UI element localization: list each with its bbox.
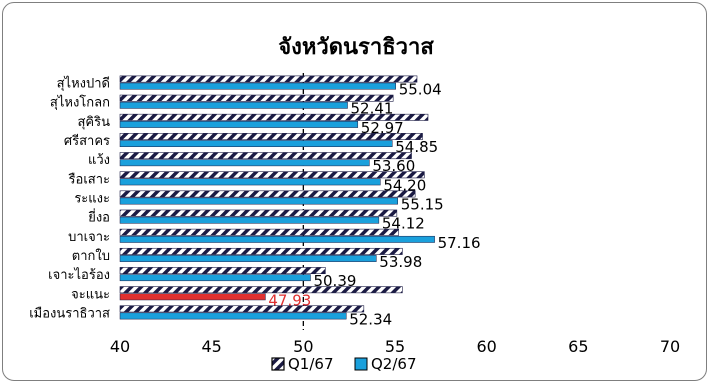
legend-swatch-q2 [354,357,368,371]
category-label: สุไหงโกลก [50,95,110,111]
bar-q2 [119,293,266,301]
bar-q1 [119,286,403,294]
data-label: 52.34 [349,310,392,328]
legend-label-q1: Q1/67 [288,355,334,373]
bar-q2 [119,178,381,186]
bar-q1 [119,190,416,198]
legend-swatch-q1 [271,357,285,371]
category-label: สุไหงปาดี [57,76,110,92]
data-label: 54.85 [395,138,438,156]
x-tick-label: 70 [660,337,680,356]
category-label: ตากใบ [72,248,110,264]
data-label: 54.12 [382,215,425,233]
x-tick-label: 55 [385,337,405,356]
legend-label-q2: Q2/67 [371,355,417,373]
bar-q2 [119,140,393,147]
category-label: เมืองนราธิวาส [29,305,110,321]
x-tick-label: 50 [293,337,313,356]
bar-q2 [119,121,359,128]
bar-q1 [119,171,425,179]
bar-q1 [119,94,394,102]
bar-q1 [119,133,423,140]
bar-q2 [119,235,435,243]
bar-q2 [119,197,398,205]
chart-title: จังหวัดนราธิวาส [278,35,434,60]
bar-q1 [119,209,398,217]
category-label: สุคิริน [78,115,111,130]
category-label: รือเสาะ [68,171,110,187]
category-label: แว้ง [88,153,110,168]
data-label: 53.98 [379,253,422,271]
x-tick-label: 65 [568,337,588,356]
category-label: บาเจาะ [68,230,110,245]
bar-q2 [119,274,311,282]
bar-q1 [119,267,326,275]
x-tick-label: 40 [110,337,130,356]
bar-q2 [119,216,380,224]
bar-q1 [119,113,429,121]
bar-q2 [119,255,377,262]
data-label: 55.04 [399,81,442,99]
category-label: ศรีสาคร [64,133,110,149]
bar-q2 [119,159,370,167]
bar-q2 [119,312,347,320]
data-label: 52.97 [361,119,404,137]
x-tick-label: 45 [201,337,221,356]
bar-q1 [119,305,365,313]
category-label: ระแงะ [74,192,110,207]
data-label: 54.20 [383,176,426,194]
category-label: จะแนะ [71,287,110,302]
data-label: 55.15 [401,196,444,214]
x-tick-label: 60 [476,337,496,356]
category-label: ยี่งอ [88,209,110,226]
bar-q2 [119,101,348,109]
data-label: 50.39 [313,272,356,290]
legend: Q1/67 Q2/67 [271,355,417,373]
data-label: 57.16 [438,234,481,252]
bar-q1 [119,152,412,160]
bar-q1 [119,228,399,236]
category-label: เจาะไอร้อง [48,267,110,283]
data-label: 53.60 [372,157,415,175]
data-label: 47.93 [268,291,311,309]
data-label: 52.41 [351,100,394,118]
bar-q1 [119,247,403,255]
bar-q1 [119,75,418,83]
bar-q2 [119,82,396,90]
